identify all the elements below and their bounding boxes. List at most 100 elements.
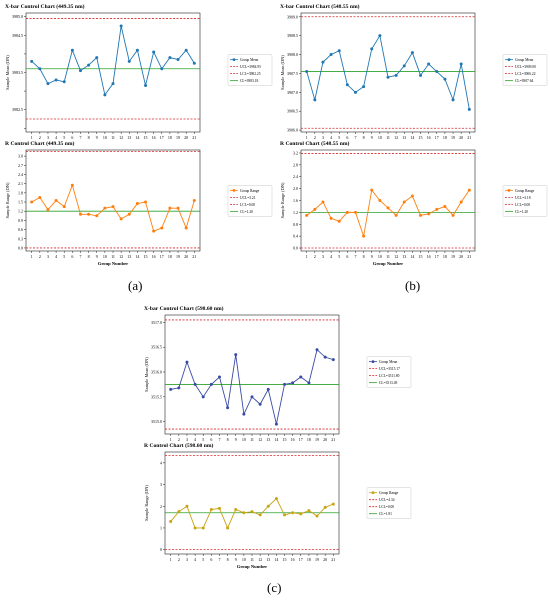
- legend-label: UCL=3984.95: [240, 65, 261, 69]
- x-tick-label: 15: [419, 254, 423, 259]
- x-tick-label: 1: [31, 135, 33, 140]
- x-tick-label: 19: [451, 135, 455, 140]
- y-tick-label: 0.4: [293, 234, 298, 239]
- x-tick-label: 12: [394, 254, 398, 259]
- data-point: [435, 207, 439, 211]
- y-tick-label: 3982.5: [12, 107, 23, 112]
- data-point: [201, 526, 205, 530]
- y-tick-label: 3907.0: [287, 90, 298, 95]
- x-tick-label: 21: [331, 557, 335, 562]
- y-tick-label: 4: [160, 460, 162, 465]
- x-tick-label: 12: [258, 437, 262, 442]
- x-tick-label: 19: [176, 135, 180, 140]
- data-point: [307, 509, 311, 513]
- data-point: [144, 200, 148, 204]
- y-tick-label: 1: [160, 525, 162, 530]
- x-tick-label: 17: [160, 135, 164, 140]
- y-tick-label: 2.1: [18, 181, 23, 186]
- x-tick-label: 4: [194, 557, 196, 562]
- x-tick-label: 17: [435, 254, 439, 259]
- x-tick-label: 14: [135, 254, 139, 259]
- data-point: [111, 82, 115, 86]
- x-tick-label: 3: [322, 135, 324, 140]
- x-tick-label: 1: [306, 135, 308, 140]
- x-tick-label: 1: [31, 254, 33, 259]
- x-tick-label: 17: [299, 557, 303, 562]
- series-line: [170, 348, 334, 425]
- x-tick-label: 6: [346, 135, 348, 140]
- legend-label: LCL=0.00: [515, 203, 530, 207]
- x-tick-label: 13: [402, 135, 406, 140]
- data-point: [451, 98, 455, 102]
- x-tick-label: 16: [152, 135, 156, 140]
- x-tick-label: 6: [210, 437, 212, 442]
- x-tick-label: 6: [210, 557, 212, 562]
- legend-label: UCL=3.21: [240, 196, 256, 200]
- data-point: [305, 70, 309, 74]
- y-tick-label: 3906.5: [287, 109, 298, 114]
- data-point: [443, 204, 447, 208]
- x-tick-label: 21: [467, 254, 471, 259]
- x-tick-label: 20: [323, 437, 327, 442]
- y-tick-label: 3985.0: [12, 14, 23, 19]
- data-point: [169, 387, 173, 391]
- plot-frame: [25, 149, 201, 252]
- x-tick-label: 10: [378, 254, 382, 259]
- legend-label: UCL=4.34: [379, 498, 395, 502]
- legend-label: CL=3513.49: [379, 381, 398, 385]
- data-point: [226, 526, 230, 530]
- data-point: [152, 50, 156, 54]
- x-tick-label: 8: [88, 135, 90, 140]
- data-point: [410, 194, 414, 198]
- x-tick-label: 9: [371, 135, 373, 140]
- data-point: [217, 506, 221, 510]
- data-point: [378, 34, 382, 38]
- data-point: [87, 212, 91, 216]
- x-tick-label: 10: [378, 135, 382, 140]
- data-point: [193, 526, 197, 530]
- y-tick-label: 0.3: [18, 236, 23, 241]
- data-point: [419, 73, 423, 77]
- y-tick-label: 0.9: [18, 218, 23, 223]
- x-tick-label: 5: [202, 557, 204, 562]
- data-point: [321, 200, 325, 204]
- data-point: [427, 212, 431, 216]
- y-axis-label: Sample Mean (DN): [5, 55, 10, 90]
- data-point: [38, 195, 42, 199]
- x-tick-label: 5: [63, 254, 65, 259]
- y-tick-label: 2.4: [293, 174, 298, 179]
- data-point: [127, 59, 131, 63]
- x-tick-label: 11: [111, 135, 115, 140]
- legend-label: CL=1.20: [240, 210, 253, 214]
- data-point: [321, 60, 325, 64]
- legend-label: Group Range: [240, 189, 260, 193]
- y-tick-label: 3908.5: [287, 33, 298, 38]
- caption-c: (c): [267, 580, 282, 595]
- r-chart-548: R Control Chart (548.55 nm) 0.0 0.4 0.8 1.2 1…: [280, 140, 548, 266]
- legend-label: UCL=3515.17: [379, 367, 400, 371]
- x-tick-label: 16: [152, 254, 156, 259]
- x-tick-label: 10: [103, 135, 107, 140]
- x-tick-label: 8: [363, 254, 365, 259]
- x-tick-label: 1: [306, 254, 308, 259]
- y-tick-label: 3.2: [293, 150, 298, 155]
- data-point: [305, 213, 309, 217]
- x-tick-label: 14: [135, 135, 139, 140]
- xbar-chart-598: X-bar Control Chart (598.60 nm)3515.0351…: [144, 305, 412, 442]
- x-tick-label: 19: [176, 254, 180, 259]
- y-tick-label: 3909.0: [287, 14, 298, 19]
- data-point: [370, 188, 374, 192]
- legend-marker: [507, 188, 511, 192]
- data-point: [337, 219, 341, 223]
- x-tick-label: 10: [242, 557, 246, 562]
- legend-marker: [371, 491, 375, 495]
- x-tick-label: 19: [315, 557, 319, 562]
- data-point: [394, 213, 398, 217]
- y-tick-label: 2.8: [293, 162, 298, 167]
- legend-box: [227, 54, 273, 86]
- data-point: [467, 188, 471, 192]
- data-point: [103, 206, 107, 210]
- data-point: [443, 77, 447, 81]
- y-axis-label: Sample Range (DN): [280, 182, 285, 218]
- x-tick-label: 8: [227, 557, 229, 562]
